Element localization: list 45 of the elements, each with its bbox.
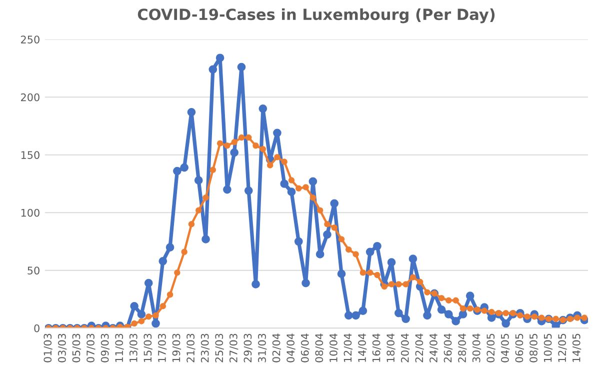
x-tick-label: 10/05 (544, 334, 553, 362)
x-tick-label: 14/05 (572, 334, 582, 362)
x-tick-label: 03/03 (58, 334, 67, 362)
x-tick-label: 12/05 (558, 334, 567, 362)
x-tick-label: 28/04 (458, 334, 467, 362)
x-tick-label: 04/05 (500, 334, 510, 362)
x-tick-label: 08/05 (530, 334, 538, 362)
x-tick-label: 24/04 (430, 334, 438, 362)
y-tick-label: 150 (21, 151, 40, 159)
chart-title: COVID-19-Cases in Luxembourg (Per Day) (138, 8, 495, 24)
x-tick-label: 06/04 (300, 334, 310, 362)
x-tick-label: 05/03 (72, 334, 81, 362)
x-tick-label: 06/05 (515, 334, 524, 362)
x-tick-label: 15/03 (144, 334, 152, 362)
x-tick-label: 13/03 (129, 334, 138, 362)
x-tick-label: 02/05 (486, 334, 496, 362)
x-tick-label: 30/04 (472, 334, 482, 362)
x-tick-label: 10/04 (330, 334, 338, 362)
x-tick-label: 14/04 (358, 334, 367, 362)
y-tick-label: 100 (21, 208, 40, 217)
x-tick-label: 26/04 (444, 334, 453, 362)
x-tick-label: 25/03 (215, 334, 224, 362)
x-tick-label: 11/03 (115, 334, 124, 362)
x-tick-label: 23/03 (200, 334, 210, 362)
x-tick-label: 12/04 (344, 334, 352, 362)
y-tick-label: 200 (21, 93, 40, 102)
x-tick-label: 02/04 (272, 334, 282, 362)
x-tick-label: 29/03 (244, 334, 252, 362)
x-tick-label: 20/04 (400, 334, 410, 362)
x-tick-label: 04/04 (286, 334, 296, 362)
y-tick-label: 0 (34, 324, 40, 332)
x-tick-label: 17/03 (158, 334, 167, 362)
x-tick-label: 01/03 (44, 334, 52, 362)
x-tick-label: 22/04 (415, 334, 424, 362)
x-tick-label: 16/04 (372, 334, 382, 362)
x-tick-label: 09/03 (100, 334, 110, 362)
y-tick-label: 50 (28, 266, 40, 274)
x-tick-label: 08/04 (315, 334, 324, 362)
x-tick-label: 21/03 (186, 334, 196, 362)
y-tick-label: 250 (21, 36, 40, 44)
x-tick-label: 19/03 (172, 334, 182, 362)
x-tick-label: 18/04 (386, 334, 396, 362)
x-tick-label: 31/03 (258, 334, 267, 362)
x-tick-label: 27/03 (229, 334, 238, 362)
x-tick-label: 07/03 (86, 334, 96, 362)
